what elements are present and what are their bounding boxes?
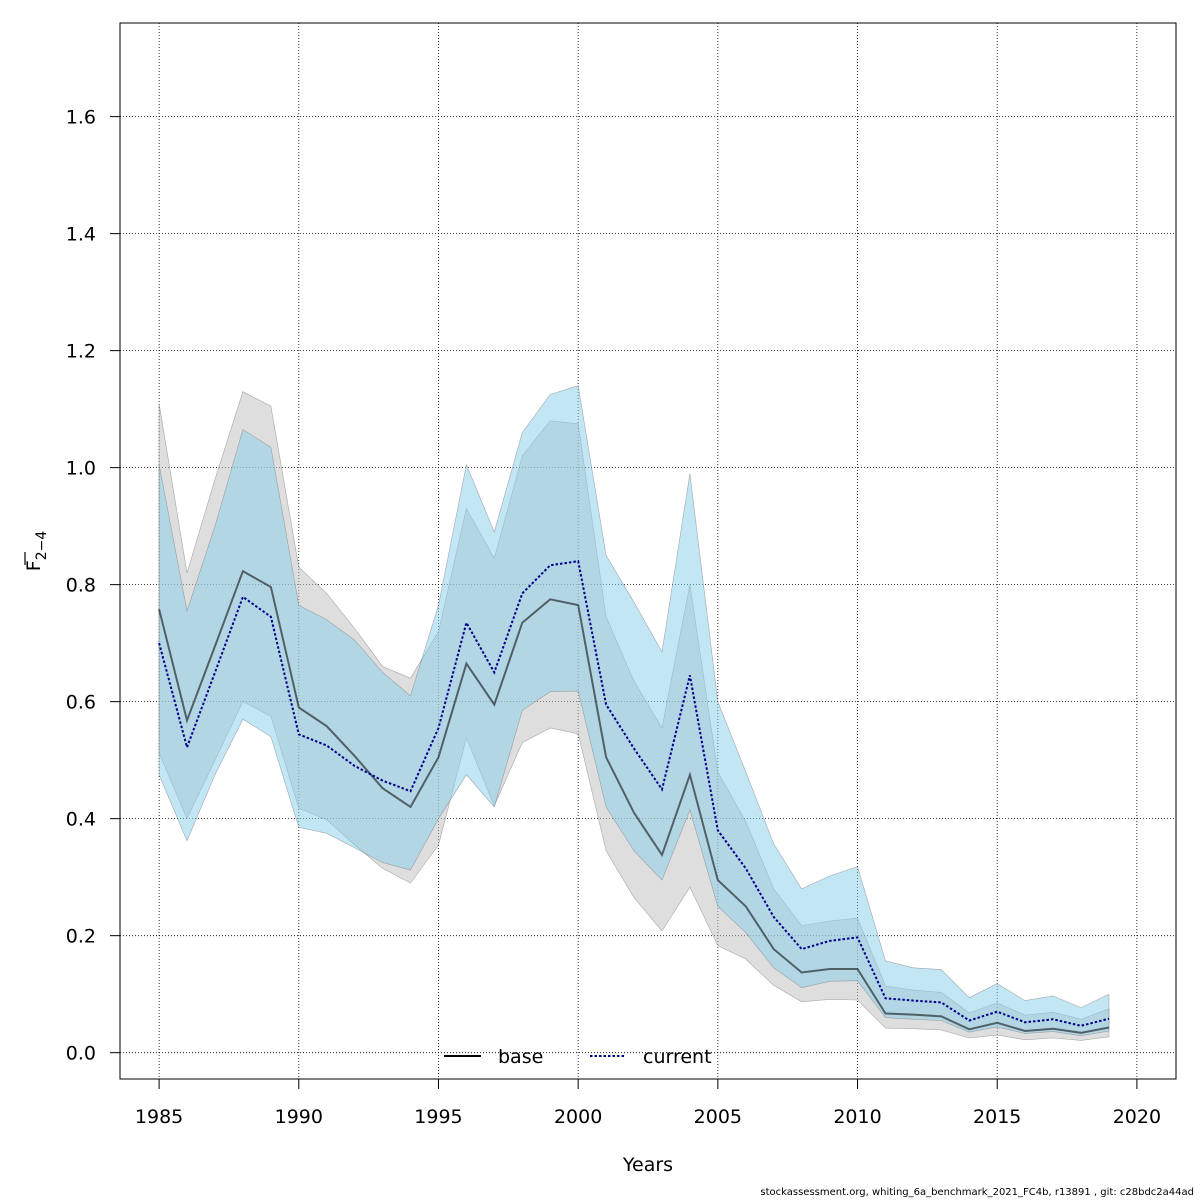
svg-text:F2−4: F2−4: [23, 531, 50, 572]
x-tick-label: 2010: [833, 1106, 881, 1128]
legend-base-label: base: [498, 1046, 543, 1068]
x-tick-label: 2015: [973, 1106, 1021, 1128]
y-tick-label: 0.4: [66, 809, 96, 831]
y-tick-label: 0.0: [66, 1043, 96, 1065]
y-tick-label: 1.6: [66, 107, 96, 129]
x-tick-label: 2000: [554, 1106, 602, 1128]
y-axis-title-base: F: [23, 560, 45, 571]
series-line-current: [158, 560, 1110, 1027]
x-tick-label: 2005: [694, 1106, 742, 1128]
x-tick-label: 2020: [1113, 1106, 1161, 1128]
footer-credit: stockassessment.org, whiting_6a_benchmar…: [760, 1187, 1194, 1198]
y-axis: 0.0 0.2 0.4 0.6 0.8 1.0 1.2 1.4 1.6: [66, 107, 121, 1065]
legend-current-label: current: [643, 1046, 712, 1068]
y-tick-label: 0.6: [66, 692, 96, 714]
series-line-base: [158, 569, 1110, 1034]
y-tick-label: 1.2: [66, 341, 96, 363]
x-axis-title: Years: [622, 1154, 673, 1176]
x-tick-label: 1985: [135, 1106, 183, 1128]
legend: base current: [444, 1046, 712, 1068]
y-tick-label: 1.0: [66, 458, 96, 480]
x-tick-label: 1995: [414, 1106, 462, 1128]
y-tick-label: 1.4: [66, 224, 96, 246]
x-tick-label: 1990: [275, 1106, 323, 1128]
y-tick-label: 0.8: [66, 575, 96, 597]
y-axis-title-subscript: 2−4: [34, 531, 50, 561]
y-axis-title: F2−4: [23, 531, 50, 572]
confidence-band-current: [158, 385, 1110, 1037]
series-lines: [158, 560, 1110, 1034]
y-tick-label: 0.2: [66, 926, 96, 948]
x-axis: 1985 1990 1995 2000 2005 2010 2015 2020: [135, 1078, 1161, 1128]
confidence-bands: [158, 385, 1110, 1041]
